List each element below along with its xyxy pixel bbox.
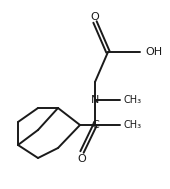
Text: OH: OH — [145, 47, 162, 57]
Text: C: C — [91, 120, 99, 130]
Text: O: O — [78, 154, 86, 164]
Text: CH₃: CH₃ — [123, 95, 141, 105]
Text: CH₃: CH₃ — [123, 120, 141, 130]
Text: O: O — [91, 12, 99, 22]
Text: N: N — [91, 95, 99, 105]
